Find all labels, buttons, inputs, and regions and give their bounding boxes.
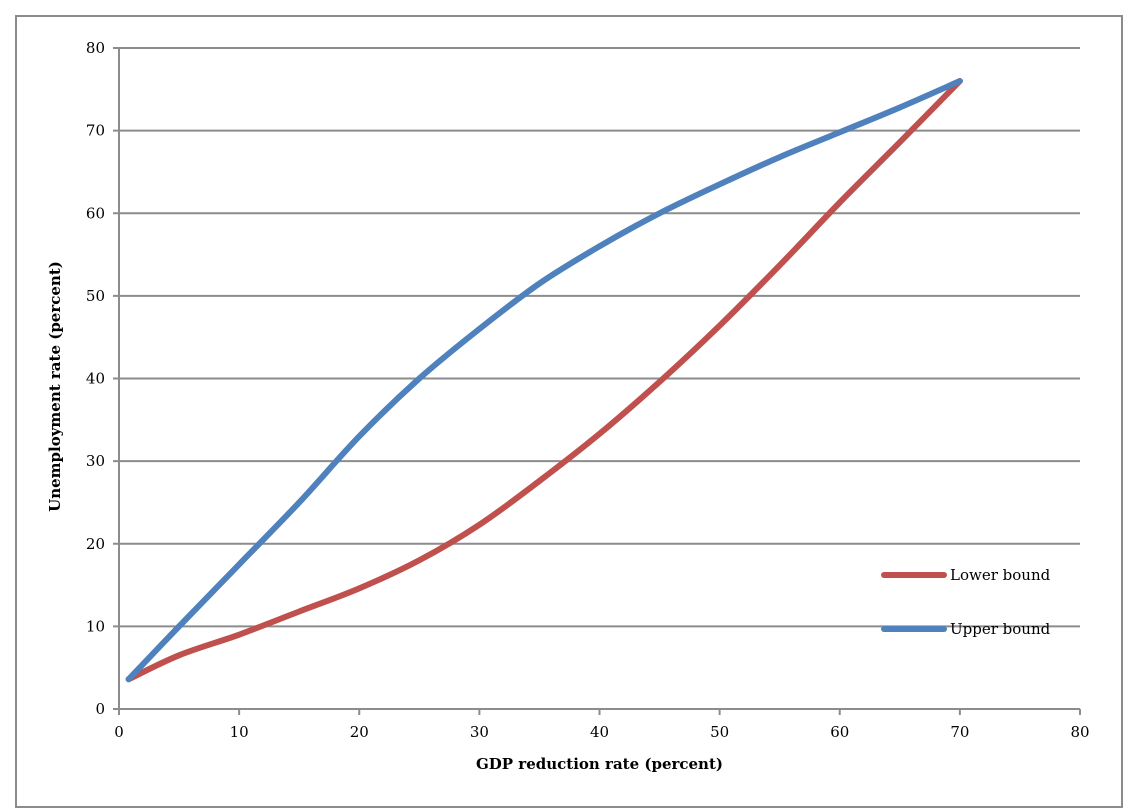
x-tick-label: 80 <box>1070 723 1089 741</box>
chart-frame <box>15 15 1123 808</box>
x-tick-label: 50 <box>710 723 729 741</box>
legend-label-upper-bound: Upper bound <box>950 620 1051 638</box>
y-tick-label: 70 <box>86 122 105 140</box>
series-lines <box>125 78 963 683</box>
x-tick-label: 70 <box>950 723 969 741</box>
y-tick-label: 10 <box>86 617 105 635</box>
x-tick-label: 0 <box>114 723 124 741</box>
x-tick-label: 20 <box>350 723 369 741</box>
series-line-lower-bound <box>125 78 963 683</box>
axes <box>113 47 1081 715</box>
y-tick-label: 80 <box>86 39 105 57</box>
y-tick-label: 30 <box>86 452 105 470</box>
legend: Lower bound Upper bound <box>881 566 1051 638</box>
series-line-upper-bound <box>125 78 963 683</box>
legend-label-lower-bound: Lower bound <box>950 566 1051 584</box>
y-tick-label: 0 <box>95 700 105 718</box>
x-tick-label: 30 <box>470 723 489 741</box>
x-tick-label: 40 <box>590 723 609 741</box>
y-tick-label: 40 <box>86 370 105 388</box>
y-tick-label: 50 <box>86 287 105 305</box>
x-tick-label: 60 <box>830 723 849 741</box>
y-tick-label: 20 <box>86 535 105 553</box>
tick-labels: 0 10 20 30 40 50 60 70 80 0 10 20 30 40 50 60 70 80 <box>86 39 1090 741</box>
x-axis-title: GDP reduction rate (percent) <box>476 755 723 773</box>
y-axis-title: Unemployment rate (percent) <box>46 261 64 512</box>
x-tick-label: 10 <box>230 723 249 741</box>
y-tick-label: 60 <box>86 204 105 222</box>
